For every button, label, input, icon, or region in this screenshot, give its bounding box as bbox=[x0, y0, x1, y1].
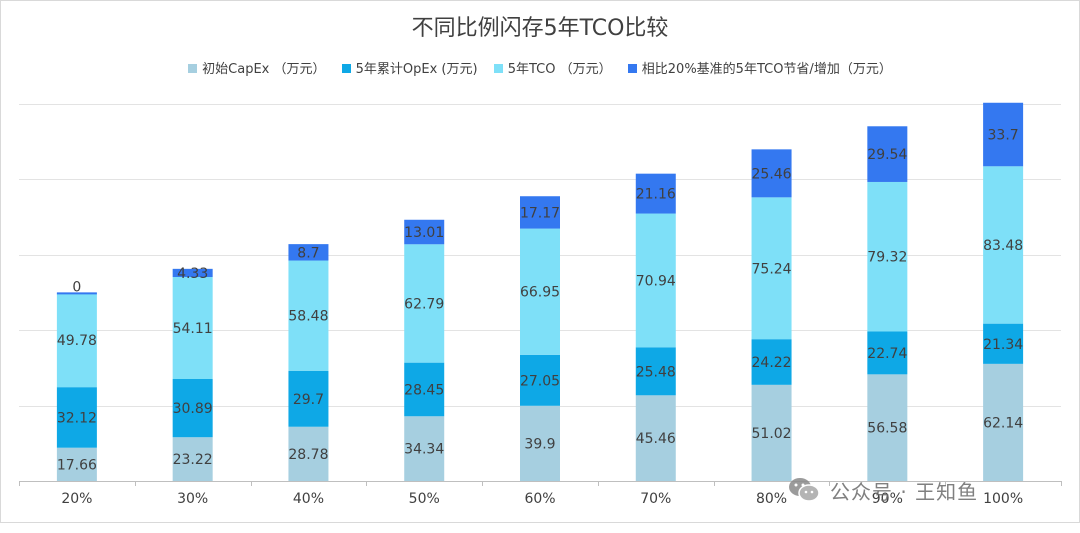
data-label: 83.48 bbox=[983, 238, 1023, 254]
legend-item-tco: 5年TCO （万元） bbox=[493, 58, 612, 77]
x-tick-label: 90% bbox=[872, 491, 903, 507]
data-label: 8.7 bbox=[297, 245, 319, 261]
x-tick-label: 30% bbox=[177, 491, 208, 507]
data-label: 24.22 bbox=[752, 355, 792, 371]
x-tick-label: 100% bbox=[983, 491, 1023, 507]
bar-segment bbox=[983, 102, 1024, 167]
data-label: 58.48 bbox=[288, 309, 328, 325]
bar-segment bbox=[520, 354, 560, 406]
data-label: 30.89 bbox=[173, 401, 213, 417]
data-label: 21.34 bbox=[983, 337, 1023, 353]
legend-label: 5年TCO （万元） bbox=[507, 62, 612, 77]
bar-segment bbox=[983, 166, 1024, 324]
bar-segment bbox=[751, 339, 792, 385]
bar-segment bbox=[867, 331, 908, 375]
bar-segment bbox=[635, 173, 676, 214]
legend: 初始CapEx （万元） 5年累计OpEx (万元) 5年TCO （万元） 相比… bbox=[0, 58, 1080, 77]
x-tick-label: 50% bbox=[409, 491, 440, 507]
x-tick-label: 70% bbox=[640, 491, 671, 507]
x-tick-label: 20% bbox=[61, 491, 92, 507]
data-label: 62.14 bbox=[983, 415, 1023, 431]
legend-swatch bbox=[493, 64, 503, 73]
data-label: 54.11 bbox=[173, 321, 213, 337]
data-label: 79.32 bbox=[867, 250, 907, 266]
legend-label: 5年累计OpEx (万元) bbox=[355, 62, 478, 77]
legend-swatch bbox=[188, 64, 198, 73]
bar-segment bbox=[288, 244, 329, 261]
bar-segment bbox=[56, 447, 97, 481]
bar-segment bbox=[867, 374, 908, 481]
bar-segment bbox=[520, 196, 560, 229]
data-label: 70.94 bbox=[636, 273, 676, 289]
data-label: 33.7 bbox=[988, 128, 1019, 144]
data-label: 62.79 bbox=[404, 296, 444, 312]
legend-item-capex: 初始CapEx （万元） bbox=[188, 58, 326, 77]
watermark-text: 公众号 · 王知鱼 bbox=[830, 479, 979, 504]
data-label: 28.78 bbox=[288, 447, 328, 463]
bar-segment bbox=[751, 149, 792, 198]
legend-label: 初始CapEx （万元） bbox=[202, 62, 326, 77]
legend-item-opex: 5年累计OpEx (万元) bbox=[341, 58, 478, 77]
bar-segment bbox=[867, 126, 908, 182]
legend-swatch bbox=[627, 64, 637, 73]
data-label: 56.58 bbox=[867, 421, 907, 437]
data-label: 28.45 bbox=[404, 382, 444, 398]
data-label: 75.24 bbox=[752, 261, 792, 277]
bar-segment bbox=[635, 213, 676, 348]
bar-segment bbox=[867, 181, 908, 332]
bar-segment bbox=[404, 219, 445, 245]
bar-segment bbox=[288, 260, 329, 371]
bar-segment bbox=[404, 244, 445, 363]
bar-segment bbox=[404, 416, 445, 481]
bar-segment bbox=[172, 379, 213, 438]
bar-segment bbox=[751, 197, 792, 340]
bar-segment bbox=[172, 268, 213, 278]
data-label: 13.01 bbox=[404, 225, 444, 241]
data-label: 34.34 bbox=[404, 442, 444, 458]
data-label: 45.46 bbox=[636, 431, 676, 447]
data-label: 29.7 bbox=[293, 392, 324, 408]
data-label: 4.33 bbox=[177, 266, 208, 282]
data-label: 27.05 bbox=[520, 373, 560, 389]
bar-segment bbox=[172, 277, 213, 380]
bar-segment bbox=[404, 362, 445, 417]
data-label: 0 bbox=[72, 279, 81, 295]
data-label: 25.48 bbox=[636, 364, 676, 380]
data-label: 39.9 bbox=[524, 436, 555, 452]
data-label: 66.95 bbox=[520, 285, 560, 301]
bar-segment bbox=[983, 363, 1024, 481]
data-label: 32.12 bbox=[57, 410, 97, 426]
legend-swatch bbox=[341, 64, 351, 73]
bar-segment bbox=[635, 395, 676, 481]
bar-segment bbox=[520, 405, 560, 481]
data-label: 51.02 bbox=[752, 426, 792, 442]
bar-segment bbox=[56, 387, 97, 448]
bar-segment bbox=[172, 437, 213, 481]
data-label: 23.22 bbox=[173, 452, 213, 468]
bar-segment bbox=[635, 347, 676, 396]
watermark: 公众号 · 王知鱼 bbox=[788, 472, 978, 508]
bar-segment bbox=[751, 384, 792, 481]
legend-item-delta: 相比20%基准的5年TCO节省/增加（万元） bbox=[627, 58, 892, 77]
data-label: 22.74 bbox=[867, 346, 907, 362]
data-label: 17.66 bbox=[57, 457, 97, 473]
data-label: 21.16 bbox=[636, 187, 676, 203]
bar-segment bbox=[520, 228, 560, 355]
chart-title: 不同比例闪存5年TCO比较 bbox=[411, 16, 669, 41]
bar-segment bbox=[56, 293, 97, 388]
x-tick-label: 40% bbox=[293, 491, 324, 507]
x-tick-label: 60% bbox=[524, 491, 555, 507]
data-label: 29.54 bbox=[867, 147, 907, 163]
legend-label: 相比20%基准的5年TCO节省/增加（万元） bbox=[641, 62, 892, 77]
data-label: 17.17 bbox=[520, 205, 560, 221]
data-label: 25.46 bbox=[752, 166, 792, 182]
bar-segment bbox=[983, 323, 1024, 364]
bar-segment bbox=[288, 426, 329, 481]
wechat-icon bbox=[789, 478, 820, 502]
x-tick-label: 80% bbox=[756, 491, 787, 507]
data-label: 49.78 bbox=[57, 333, 97, 349]
bar-segment bbox=[288, 370, 329, 427]
